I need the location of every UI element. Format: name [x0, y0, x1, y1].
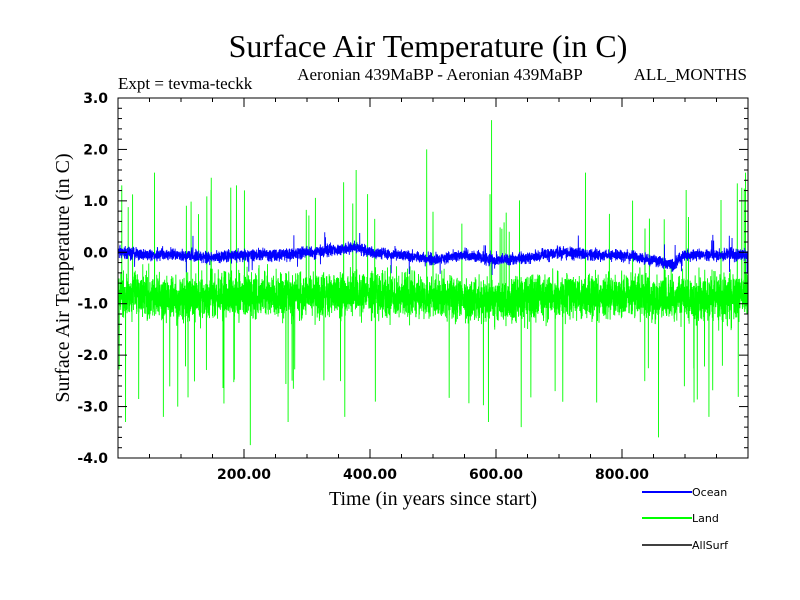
y-axis-label: Surface Air Temperature (in C): [52, 153, 74, 402]
y-tick-label: -2.0: [77, 348, 108, 364]
series-land-line: [117, 120, 749, 446]
series-layer: [117, 120, 749, 446]
x-axis-label: Time (in years since start): [329, 488, 537, 510]
y-tick-label: -4.0: [77, 451, 108, 467]
chart-title: Surface Air Temperature (in C): [229, 28, 628, 64]
y-tick-label: 2.0: [83, 142, 108, 158]
y-tick-label: 0.0: [83, 245, 108, 261]
y-tick-label: -3.0: [77, 400, 108, 416]
x-tick-label: 400.00: [343, 467, 397, 483]
months-label: ALL_MONTHS: [634, 65, 747, 84]
axis-layer: 3.0 2.0 1.0 0.0 -1.0 -2.0 -3.0 -4.0 200.00 400.00…: [77, 91, 748, 483]
x-tick-label: 800.00: [595, 467, 649, 483]
y-tick-label: 3.0: [83, 91, 108, 107]
period-label: Aeronian 439MaBP - Aeronian 439MaBP: [297, 65, 583, 84]
legend-land-label: Land: [692, 512, 719, 525]
x-tick-label: 600.00: [469, 467, 523, 483]
y-tick-label: -1.0: [77, 297, 108, 313]
x-tick-label: 200.00: [217, 467, 271, 483]
expt-label: Expt = tevma-teckk: [118, 74, 253, 93]
legend: Ocean Land AllSurf: [642, 486, 729, 552]
legend-allsurf-label: AllSurf: [692, 539, 729, 552]
series-ocean-line: [117, 232, 749, 276]
legend-ocean-label: Ocean: [692, 486, 727, 499]
y-tick-label: 1.0: [83, 194, 108, 210]
